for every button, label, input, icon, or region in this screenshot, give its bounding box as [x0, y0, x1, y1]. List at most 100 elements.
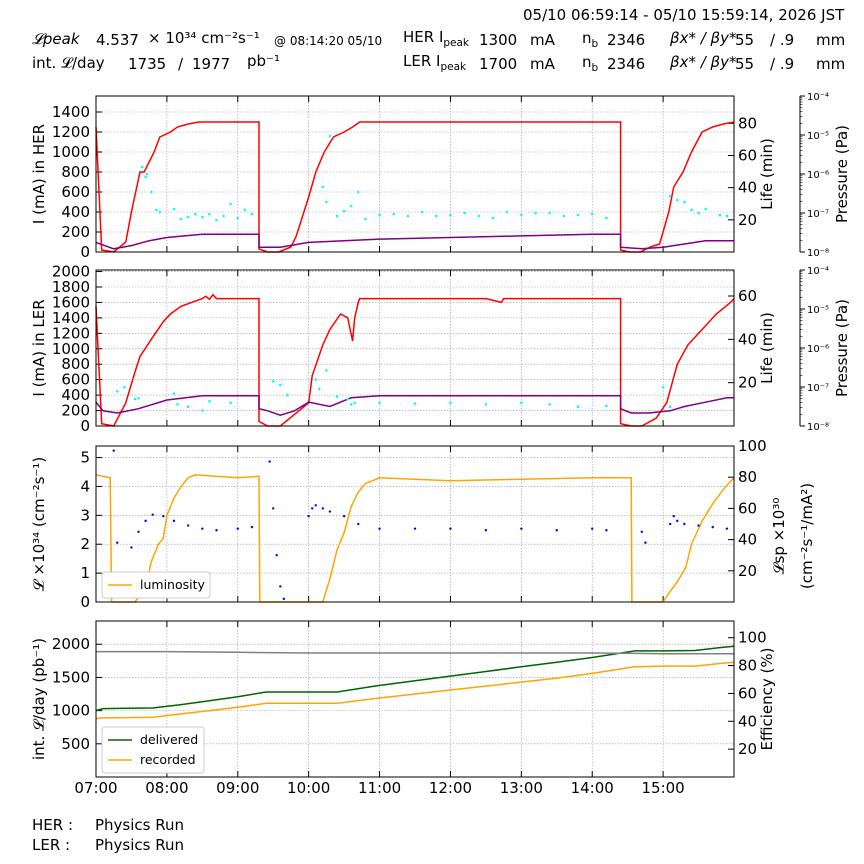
plot-frame [95, 445, 735, 603]
pressure-point [484, 403, 488, 406]
specific-point [116, 541, 119, 544]
y-tick-label: 4 [80, 477, 90, 495]
specific-point [321, 507, 325, 510]
pressure-axis-label: Pressure (Pa) [833, 299, 851, 397]
y-tick-label: 800 [61, 163, 90, 181]
ler-peak-label: LER Ipeak [403, 54, 466, 73]
pressure-tick-label: 10⁻⁶ [807, 344, 829, 355]
y-tick-label: 1400 [52, 103, 90, 121]
y-tick-label: 600 [61, 183, 90, 201]
pressure-point [349, 204, 353, 208]
x-tick-label: 10:00 [287, 779, 330, 797]
pressure-tick-label: 10⁻⁸ [807, 248, 829, 259]
plot-frame [95, 269, 735, 427]
pressure-point [683, 200, 686, 204]
pressure-point [250, 212, 254, 216]
y2-tick-label: 100 [738, 437, 767, 455]
pressure-point [353, 401, 357, 405]
her-peak-label-sub: peak [443, 37, 470, 49]
panel-luminosity: 0 1 2 3 4 5 20 40 60 80 100 𝓛 ×10³⁴ (cm⁻²s⁻¹) 𝓛sp ×1… [30, 437, 816, 611]
y-tick-label: 1800 [52, 278, 90, 296]
y2-tick-label: 60 [738, 287, 757, 305]
specific-point [307, 515, 310, 518]
ler-beta-y: / .9 [770, 55, 795, 73]
specific-point [725, 527, 729, 530]
specific-point [555, 529, 558, 532]
y-tick-label: 600 [61, 371, 90, 389]
pressure-point [318, 387, 321, 391]
pressure-point [590, 212, 594, 216]
pressure-point [463, 211, 466, 215]
lum-peak-label: 𝓛peak [32, 30, 80, 48]
y2-tick-label: 100 [738, 629, 767, 647]
pressure-point [548, 403, 551, 406]
pressure-point [154, 208, 158, 212]
pressure-point [193, 212, 197, 216]
specific-point [676, 519, 679, 523]
pressure-point [215, 218, 218, 222]
legend-label-delivered: delivered [140, 732, 198, 747]
specific-point [314, 504, 317, 507]
ler-unit: mA [530, 55, 555, 73]
pressure-point [271, 379, 275, 383]
pressure-point [321, 185, 325, 189]
y-axis-label: I (mA) in LER [30, 299, 48, 396]
specific-point [591, 527, 594, 530]
y-tick-label: 5 [80, 449, 90, 467]
int-lum-unit: pb⁻¹ [247, 52, 280, 70]
specific-point [144, 519, 147, 523]
x-tick-label: 14:00 [571, 779, 614, 797]
y2-tick-label: 40 [738, 179, 757, 197]
y2-axis-label: Life (min) [758, 138, 776, 210]
specific-point [342, 515, 346, 518]
pressure-point [325, 369, 328, 372]
pressure-point [725, 214, 729, 218]
specific-point [151, 513, 154, 516]
y-tick-label: 1000 [52, 143, 90, 161]
series-line-current [95, 121, 735, 253]
pressure-point [172, 207, 176, 211]
pressure-point [605, 404, 608, 408]
y-tick-label: 200 [61, 402, 90, 420]
her-nb-label-main: n [582, 29, 592, 47]
specific-point [520, 527, 523, 530]
her-unit: mA [530, 31, 555, 49]
y-tick-label: 200 [61, 223, 90, 241]
pressure-point [201, 409, 204, 412]
lum-peak-unit: × 10³⁴ cm⁻²s⁻¹ [148, 29, 260, 47]
specific-point [378, 527, 381, 530]
pressure-point [406, 214, 410, 218]
pressure-point [520, 401, 523, 405]
y-tick-label: 1600 [52, 293, 90, 311]
y-tick-label: 400 [61, 203, 90, 221]
pressure-point [222, 214, 225, 218]
series-line-life [95, 233, 734, 250]
pressure-point [668, 194, 672, 198]
y2-tick-label: 80 [738, 657, 757, 675]
pressure-point [176, 403, 179, 406]
pressure-point [477, 214, 481, 218]
her-beta-unit: mm [816, 31, 846, 49]
pressure-point [179, 217, 183, 221]
pressure-point [328, 134, 332, 138]
pressure-point [145, 172, 149, 176]
pressure-point [449, 401, 452, 405]
pressure-point [668, 405, 672, 408]
y-axis-label: 𝓛 ×10³⁴ (cm⁻²s⁻¹) [30, 457, 48, 591]
pressure-point [356, 190, 360, 194]
specific-point [236, 527, 239, 530]
pressure-point [314, 378, 318, 381]
y-tick-label: 800 [61, 355, 90, 373]
time-range: 05/10 06:59:14 - 05/10 15:59:14, 2026 JS… [523, 6, 845, 24]
x-tick-label: 13:00 [500, 779, 543, 797]
pressure-point [236, 216, 240, 220]
ler-nb-label: nb [582, 55, 598, 74]
specific-point [282, 597, 286, 601]
series-line-delivered [95, 645, 735, 712]
y-tick-label: 1 [80, 564, 90, 582]
pressure-point [115, 389, 119, 393]
her-nb-label-sub: b [591, 38, 599, 50]
specific-point [669, 522, 672, 526]
pressure-point [534, 211, 537, 215]
pressure-point [576, 405, 580, 408]
